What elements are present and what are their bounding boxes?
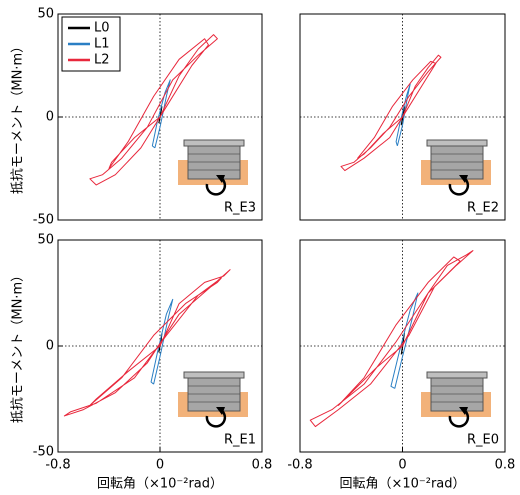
loop-curve [151,79,171,149]
icon-arrowhead [459,407,468,415]
panel-label: R_E0 [467,433,499,448]
loop-curve [63,269,231,417]
y-tick-label: 50 [37,7,54,22]
icon-roof [183,139,245,147]
icon-arrowhead [459,175,468,183]
x-tick-label: 0.8 [495,458,516,473]
legend-label: L1 [94,37,110,52]
y-axis-label: 抵抗モーメント（MN·m） [11,269,26,423]
loop-curve [395,83,411,146]
icon-roof [183,371,245,379]
panel-label: R_E2 [467,201,499,216]
icon-arrow [448,176,470,196]
x-axis-label: 回転角（×10⁻²rad） [97,477,223,492]
y-tick-label: 0 [46,339,54,354]
legend-label: L2 [94,53,110,68]
x-tick-label: -0.8 [45,458,70,473]
icon-roof [426,371,488,379]
panel: R_E1 -50 0 50 -0.8 0 0.8 抵抗モーメント（MN·m） 回転角（×10⁻²… [11,233,273,492]
loop-curve [150,298,174,385]
icon-arrow [205,176,227,196]
icon-arrow [448,408,470,428]
x-tick-label: 0 [398,458,406,473]
loop-curve [89,34,218,186]
panel: R_E2 [299,13,506,221]
plot-frame [299,13,506,221]
loop-curve [340,54,442,172]
icon-arrowhead [216,407,225,415]
panel: R_E0 -0.8 0 0.8 回転角（×10⁻²rad） [287,239,516,492]
x-axis-label: 回転角（×10⁻²rad） [339,477,465,492]
y-tick-label: -50 [33,445,54,460]
x-tick-label: 0 [156,458,164,473]
y-axis-label: 抵抗モーメント（MN·m） [11,40,26,194]
x-tick-label: 0.8 [252,458,273,473]
icon-roof [426,139,488,147]
icon-arrow [205,408,227,428]
y-tick-label: -50 [33,213,54,228]
y-tick-label: 0 [46,110,54,125]
y-tick-label: 50 [37,233,54,248]
legend-label: L0 [94,21,110,36]
x-tick-label: -0.8 [287,458,312,473]
panel-label: R_E3 [224,201,256,216]
icon-arrowhead [216,175,225,183]
panel-label: R_E1 [224,433,256,448]
loop-curve [309,250,474,428]
